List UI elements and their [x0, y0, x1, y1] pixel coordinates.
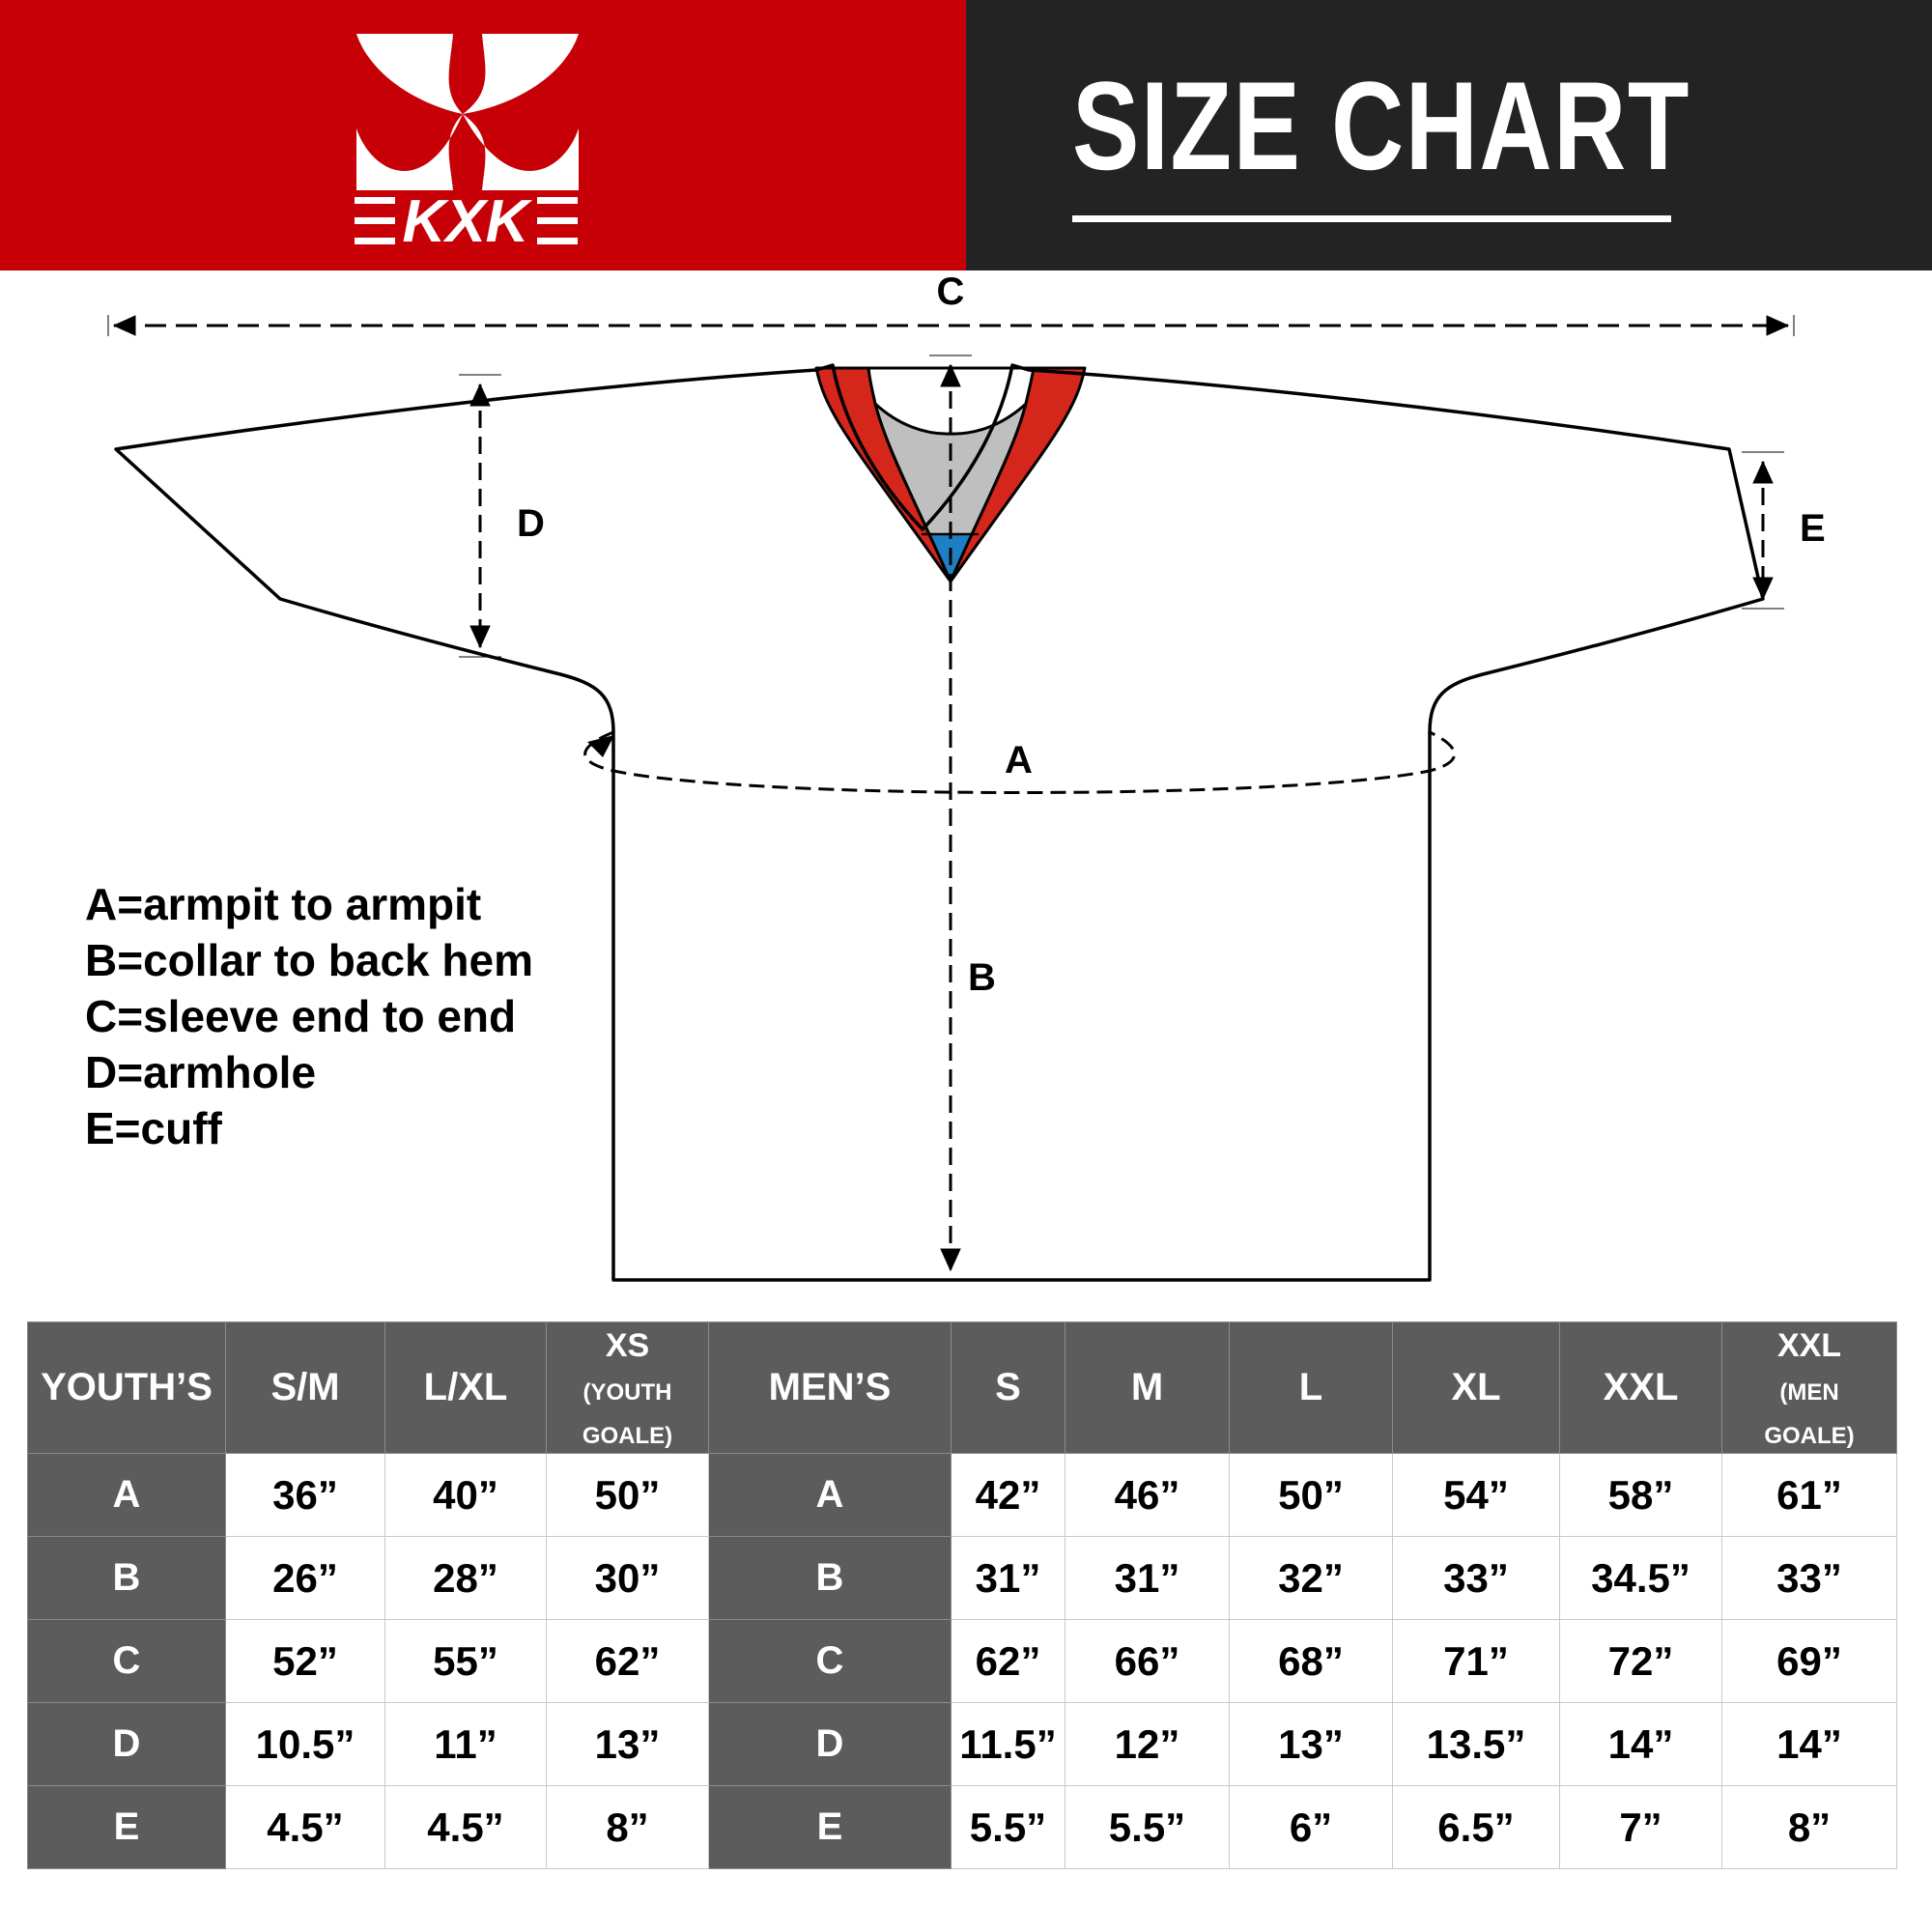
svg-text:C: C	[937, 270, 965, 313]
svg-text:E: E	[1800, 507, 1826, 550]
svg-text:D: D	[517, 502, 545, 545]
svg-text:KXK: KXK	[403, 191, 533, 251]
svg-text:A=armpit to armpit: A=armpit to armpit	[85, 879, 481, 929]
svg-text:C=sleeve end to end: C=sleeve end to end	[85, 991, 516, 1041]
svg-text:E=cuff: E=cuff	[85, 1103, 223, 1153]
svg-text:B: B	[968, 956, 996, 999]
svg-text:A: A	[1005, 739, 1033, 781]
svg-text:B=collar to back hem: B=collar to back hem	[85, 935, 533, 985]
svg-text:D=armhole: D=armhole	[85, 1047, 316, 1097]
